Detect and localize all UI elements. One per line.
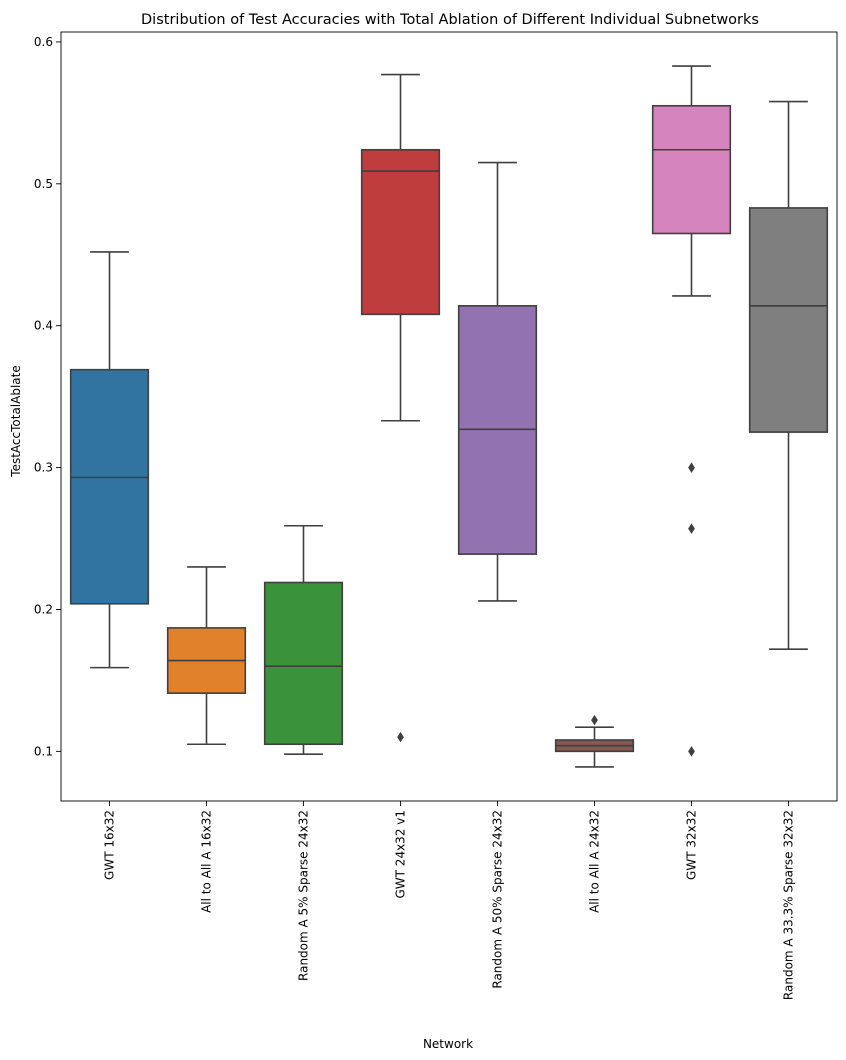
box-group bbox=[263, 524, 344, 755]
plot-area bbox=[60, 31, 838, 802]
y-tick-label: 0.5 bbox=[34, 177, 53, 191]
outlier-point bbox=[688, 523, 695, 534]
x-tick-label: GWT 24x32 v1 bbox=[394, 810, 408, 899]
x-tick-label: GWT 32x32 bbox=[685, 810, 699, 880]
box bbox=[748, 207, 829, 433]
outlier-point bbox=[688, 462, 695, 473]
x-axis-label: Network bbox=[423, 1037, 473, 1051]
box-group bbox=[69, 251, 150, 669]
boxes bbox=[69, 65, 829, 768]
outlier-point bbox=[591, 714, 598, 726]
box-group bbox=[554, 714, 635, 768]
box-group bbox=[360, 73, 441, 743]
x-tick-label: All to All A 24x32 bbox=[588, 810, 602, 913]
chart-title: Distribution of Test Accuracies with Tot… bbox=[141, 12, 759, 28]
box-group bbox=[457, 161, 538, 602]
box bbox=[69, 368, 150, 605]
y-tick-label: 0.1 bbox=[34, 744, 53, 758]
x-tick-label: GWT 16x32 bbox=[103, 810, 117, 880]
box-group bbox=[651, 65, 732, 757]
box-group bbox=[166, 566, 247, 746]
outlier-point bbox=[688, 746, 695, 757]
box bbox=[263, 581, 344, 746]
y-tick-label: 0.6 bbox=[34, 35, 53, 49]
y-tick-label: 0.2 bbox=[34, 602, 53, 616]
plot-frame bbox=[60, 31, 838, 802]
x-tick-label: Random A 33.3% Sparse 32x32 bbox=[782, 810, 796, 1000]
box bbox=[651, 104, 732, 235]
box bbox=[360, 148, 441, 316]
y-tick-label: 0.4 bbox=[34, 319, 53, 333]
x-tick-label: Random A 5% Sparse 24x32 bbox=[297, 810, 311, 981]
y-tick-label: 0.3 bbox=[34, 461, 53, 475]
outlier-point bbox=[397, 731, 404, 743]
y-axis-label: TestAccTotalAblate bbox=[9, 365, 23, 477]
x-tick-label: All to All A 16x32 bbox=[200, 810, 214, 913]
box-group bbox=[748, 100, 829, 650]
x-tick-label: Random A 50% Sparse 24x32 bbox=[491, 810, 505, 989]
x-axis: GWT 16x32 All to All A 16x32 Random A 5% S… bbox=[103, 801, 796, 1000]
y-axis: 0.1 0.2 0.3 0.4 0.5 0.6 bbox=[34, 35, 61, 758]
